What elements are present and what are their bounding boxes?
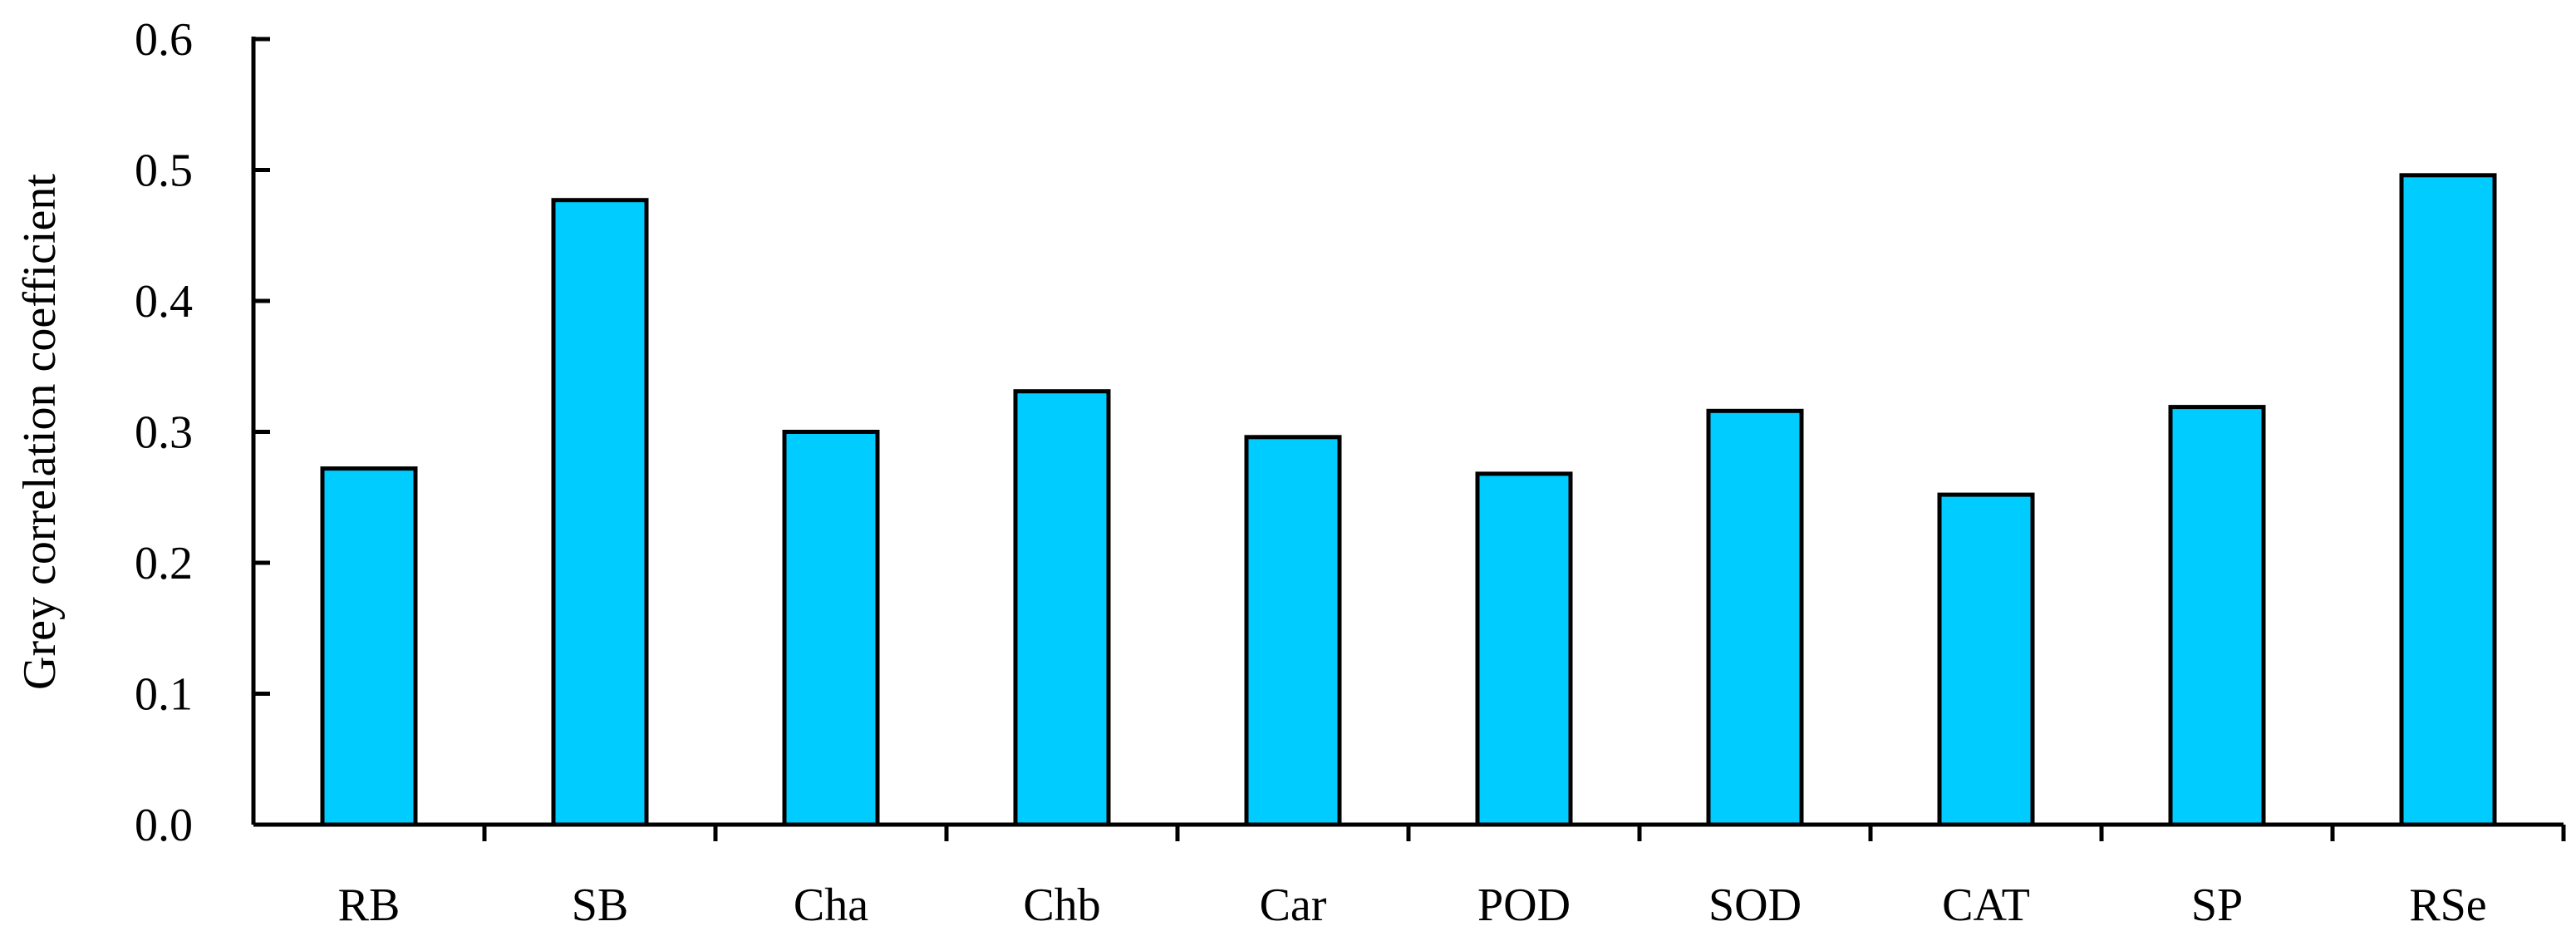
y-tick-label: 0.4 [135,276,193,328]
y-tick-label: 0.0 [135,800,193,851]
bar-rse [2399,173,2497,827]
x-tick-label-sod: SOD [1708,879,1802,931]
y-tick-label: 0.2 [135,538,193,589]
bar-chb [1013,389,1111,827]
bars-layer [320,173,2497,827]
bar-rb [320,466,418,827]
y-tick-label: 0.1 [135,669,193,721]
x-tick-label-chb: Chb [1023,879,1100,931]
bar-sod [1706,408,1804,827]
ticks-layer: RB SB Cha Chb Car POD SOD CAT SP RSe 0.0 0.1 0.2 0.3 0… [135,14,2487,931]
x-tick-label-sb: SB [572,879,629,931]
bar-cat [1937,492,2035,827]
y-tick-label: 0.6 [135,14,193,66]
bar-sp [2168,405,2266,827]
bar-sb [551,198,649,827]
y-tick-label: 0.3 [135,407,193,459]
bar-cha [782,430,880,827]
x-tick-label-sp: SP [2191,879,2243,931]
x-tick-label-rse: RSe [2409,879,2486,931]
x-tick-label-rb: RB [338,879,401,931]
axes-layer [251,37,2566,841]
x-tick-label-pod: POD [1477,879,1571,931]
y-axis-title: Grey correlation coefficient [14,174,66,690]
y-tick-label: 0.5 [135,145,193,197]
x-tick-label-cha: Cha [794,879,868,931]
bar-car [1244,435,1342,827]
bar-pod [1475,471,1573,827]
x-tick-label-cat: CAT [1942,879,2030,931]
x-tick-label-car: Car [1260,879,1327,931]
